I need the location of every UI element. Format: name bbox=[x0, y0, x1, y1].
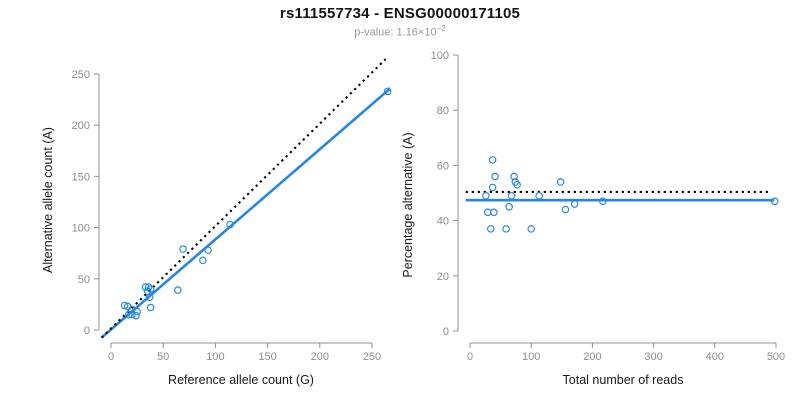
x-tick-label: 400 bbox=[706, 351, 724, 363]
scatter-plot-allele-counts: 0 50 100 150 200 250 0 50 100 150 200 250 Reference … bbox=[41, 58, 392, 387]
x-tick-label: 0 bbox=[467, 351, 473, 363]
y-axis-title: Percentage alternative (A) bbox=[401, 132, 415, 277]
data-point bbox=[502, 225, 510, 233]
data-point bbox=[146, 285, 155, 293]
regression-line bbox=[100, 86, 390, 339]
data-point bbox=[771, 197, 779, 206]
x-tick-label: 200 bbox=[583, 351, 601, 363]
data-point bbox=[535, 191, 543, 200]
y-tick-label: 50 bbox=[78, 274, 90, 286]
data-point bbox=[527, 225, 535, 233]
data-point bbox=[226, 220, 234, 229]
x-tick-label: 300 bbox=[644, 351, 662, 363]
y-tick-label: 100 bbox=[72, 223, 90, 235]
data-point bbox=[144, 283, 153, 291]
y-tick-label: 80 bbox=[437, 105, 449, 117]
data-point bbox=[174, 286, 182, 294]
scatter-plot-percentage-alternative: 0 100 200 300 400 500 0 20 40 60 80 100 Total number… bbox=[401, 50, 785, 387]
x-tick-label: 100 bbox=[206, 351, 224, 363]
data-point bbox=[487, 225, 495, 233]
y-tick-label: 20 bbox=[437, 271, 449, 283]
x-axis-title: Total number of reads bbox=[563, 373, 684, 387]
data-point bbox=[120, 301, 129, 310]
y-tick-label: 150 bbox=[72, 171, 90, 183]
p-value-exponent: −2 bbox=[436, 24, 446, 33]
data-point bbox=[199, 256, 207, 265]
y-tick-label: 100 bbox=[431, 50, 449, 62]
data-point bbox=[132, 311, 140, 320]
identity-line bbox=[100, 58, 387, 339]
data-point bbox=[491, 172, 499, 181]
x-tick-label: 500 bbox=[767, 351, 785, 363]
x-tick-label: 50 bbox=[157, 351, 169, 363]
figure-title: rs111557734 - ENSG00000171105 bbox=[279, 5, 521, 22]
data-point bbox=[204, 246, 212, 254]
data-point bbox=[488, 156, 497, 164]
data-point bbox=[483, 208, 492, 217]
data-point bbox=[599, 197, 607, 206]
data-point bbox=[510, 172, 518, 181]
y-axis-title: Alternative allele count (A) bbox=[41, 127, 55, 273]
data-point bbox=[383, 87, 392, 96]
y-tick-label: 40 bbox=[437, 216, 449, 228]
data-point bbox=[133, 307, 141, 316]
x-tick-label: 150 bbox=[258, 351, 276, 363]
data-point bbox=[490, 208, 498, 217]
x-axis-title: Reference allele count (G) bbox=[168, 373, 314, 387]
figure-subtitle: p-value: 1.16×10−2 bbox=[0, 24, 800, 39]
data-point bbox=[513, 180, 521, 189]
data-point bbox=[145, 293, 154, 302]
p-value-text: p-value: 1.16×10 bbox=[354, 26, 437, 39]
data-point bbox=[556, 178, 565, 186]
y-tick-label: 250 bbox=[72, 69, 90, 81]
data-point bbox=[570, 200, 579, 208]
data-point bbox=[488, 183, 497, 192]
x-tick-label: 0 bbox=[108, 351, 114, 363]
data-point bbox=[179, 245, 187, 253]
data-point bbox=[482, 191, 490, 200]
y-tick-label: 200 bbox=[72, 120, 90, 132]
data-point bbox=[561, 205, 570, 214]
y-tick-label: 0 bbox=[443, 326, 449, 338]
x-tick-label: 200 bbox=[311, 351, 329, 363]
data-point bbox=[146, 303, 155, 312]
x-tick-label: 250 bbox=[363, 351, 381, 363]
y-tick-label: 0 bbox=[84, 325, 90, 337]
data-point bbox=[505, 203, 513, 211]
data-point bbox=[507, 191, 516, 200]
x-tick-label: 100 bbox=[522, 351, 540, 363]
y-tick-label: 60 bbox=[437, 160, 449, 172]
